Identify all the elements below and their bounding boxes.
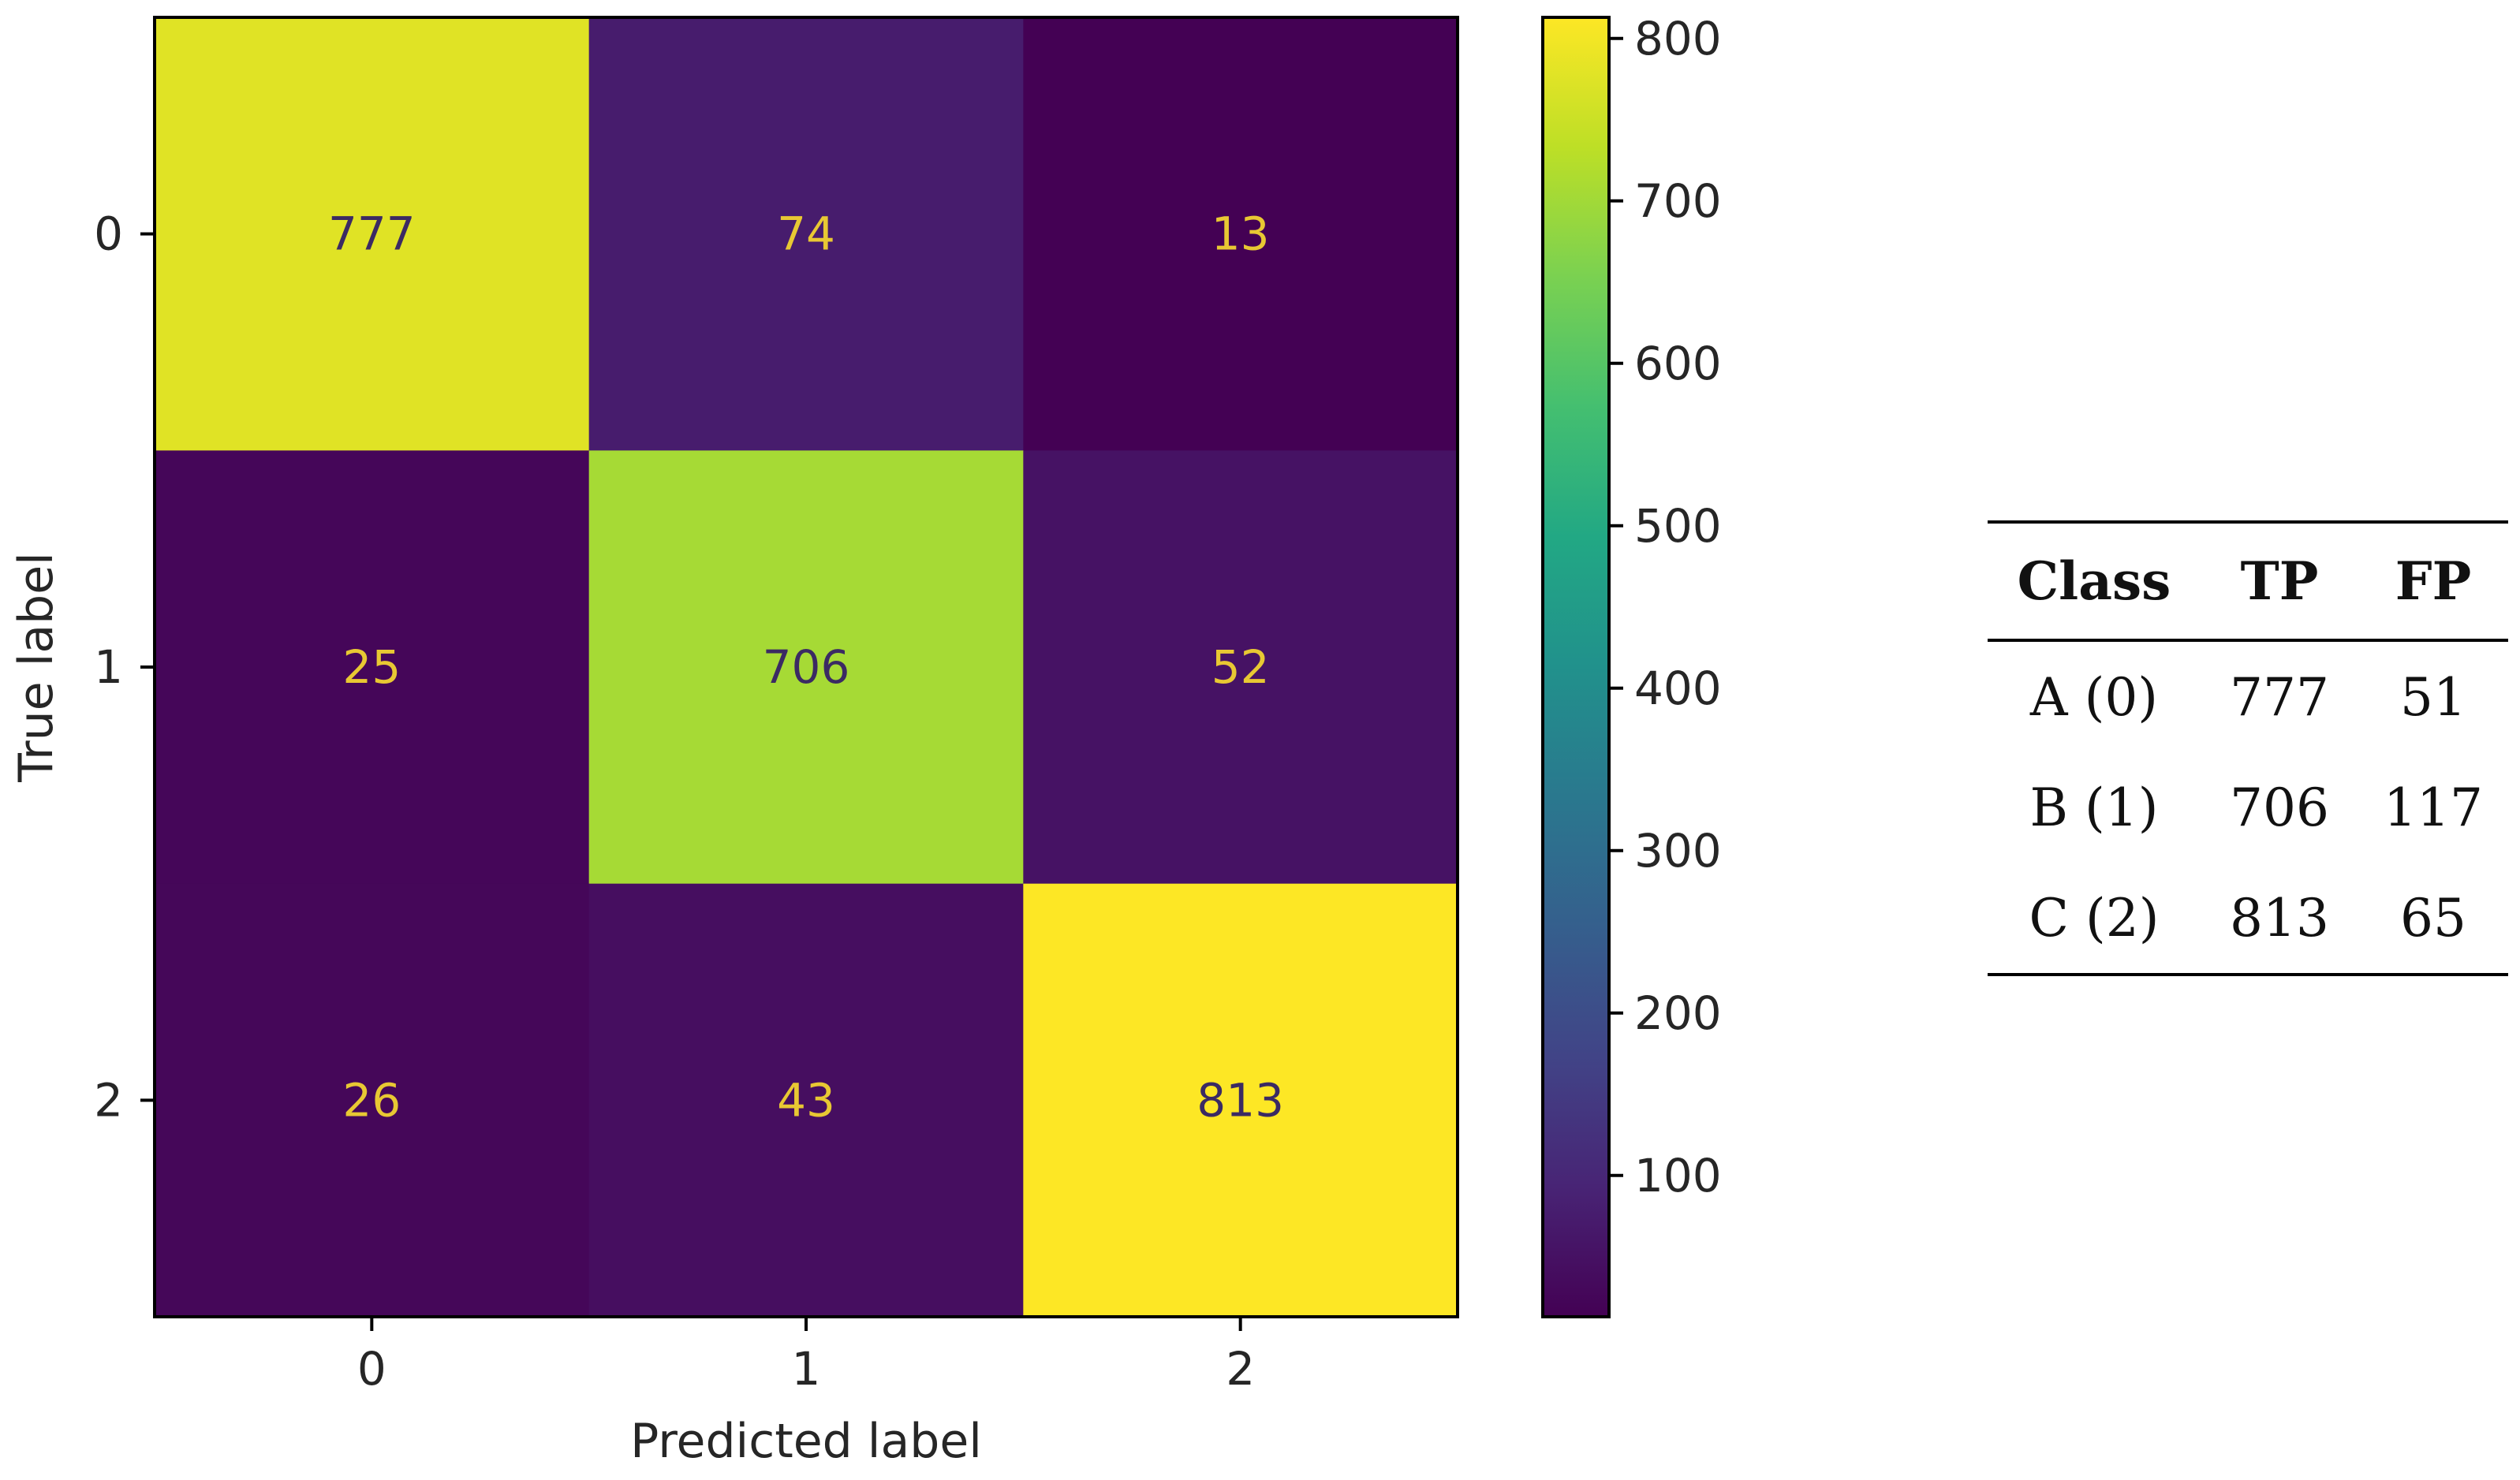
table-row: C (2) 813 65 — [1988, 863, 2508, 975]
cell-value-label: 25 — [342, 640, 401, 694]
heatmap-cell — [588, 17, 1024, 451]
colorbar — [1541, 16, 1611, 1318]
y-tick-label: 0 — [94, 207, 123, 261]
table-cell-fp: 117 — [2384, 777, 2483, 838]
colorbar-tick-label: 100 — [1634, 1149, 1722, 1202]
heatmap-cell — [588, 450, 1024, 885]
table-header-row: Class TP FP — [1988, 522, 2508, 642]
y-axis-label: True label — [9, 552, 64, 783]
y-axis-ticks: 0 1 2 — [94, 207, 155, 1127]
x-axis-label: Predicted label — [630, 1414, 982, 1469]
table-cell-tp: 706 — [2230, 777, 2329, 838]
cell-value-label: 706 — [763, 640, 850, 694]
table-cell-fp: 65 — [2400, 887, 2466, 949]
x-axis-ticks: 0 1 2 — [357, 1317, 1255, 1396]
table-cell-fp: 51 — [2400, 666, 2466, 728]
cell-value-label: 777 — [328, 207, 416, 261]
heatmap-cells — [155, 17, 1458, 1318]
heatmap-cell — [155, 450, 590, 885]
column-header-fp: FP — [2358, 522, 2508, 642]
colorbar-ticks: 100 200 300 400 500 600 700 800 — [1609, 12, 1722, 1202]
heatmap-cell — [1023, 17, 1458, 451]
cell-value-label: 813 — [1197, 1073, 1284, 1127]
heatmap-cell — [155, 17, 590, 451]
table-row: A (0) 777 51 — [1988, 640, 2508, 752]
colorbar-tick-label: 600 — [1634, 337, 1722, 390]
x-tick-label: 2 — [1226, 1342, 1255, 1396]
cell-value-label: 52 — [1211, 640, 1270, 694]
table-cell-class: C (2) — [2029, 887, 2160, 949]
cell-value-label: 74 — [777, 207, 835, 261]
column-header-tp: TP — [2201, 522, 2358, 642]
colorbar-tick-label: 800 — [1634, 12, 1722, 65]
heatmap-cell — [1023, 883, 1458, 1318]
table-cell-tp: 813 — [2230, 887, 2329, 949]
colorbar-tick-label: 200 — [1634, 986, 1722, 1040]
cell-labels: 777 74 13 25 706 52 26 43 813 — [328, 207, 1284, 1128]
heatmap-cell — [155, 883, 590, 1318]
cell-value-label: 13 — [1211, 207, 1270, 261]
cell-value-label: 43 — [777, 1073, 835, 1127]
summary-table: Class TP FP A (0) 777 51 B (1) 706 117 C… — [1988, 520, 2508, 976]
heatmap-cell — [588, 883, 1024, 1318]
x-tick-label: 0 — [357, 1342, 386, 1396]
x-tick-label: 1 — [792, 1342, 821, 1396]
table-row: B (1) 706 117 — [1988, 752, 2508, 863]
colorbar-tick-label: 500 — [1634, 499, 1722, 553]
colorbar-tick-label: 300 — [1634, 824, 1722, 878]
table-cell-class: A (0) — [2029, 666, 2159, 728]
column-header-class: Class — [1988, 522, 2201, 642]
colorbar-tick-label: 400 — [1634, 662, 1722, 715]
heatmap-cell — [1023, 450, 1458, 885]
table-cell-class: B (1) — [2029, 777, 2159, 838]
colorbar-tick-label: 700 — [1634, 174, 1722, 228]
y-tick-label: 2 — [94, 1073, 123, 1127]
y-tick-label: 1 — [94, 640, 123, 694]
table-cell-tp: 777 — [2230, 666, 2329, 728]
cell-value-label: 26 — [342, 1073, 401, 1127]
